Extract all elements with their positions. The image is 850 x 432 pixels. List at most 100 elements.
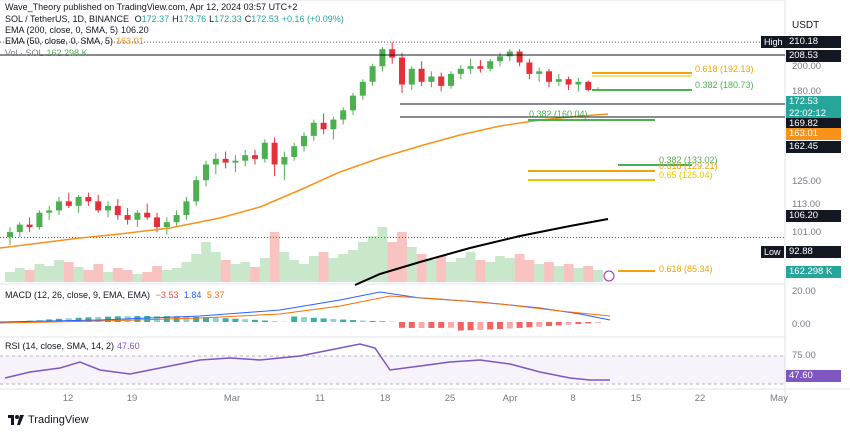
macd-legend[interactable]: MACD (12, 26, close, 9, EMA, EMA) −3.53 … bbox=[5, 290, 224, 300]
candle-body bbox=[555, 79, 562, 82]
macd-histogram-bar bbox=[144, 316, 151, 322]
candle-body bbox=[438, 76, 445, 86]
ema50-value: 163.01 bbox=[116, 36, 144, 46]
fib-label: 0.382 (180.73) bbox=[695, 80, 754, 90]
volume-bar bbox=[573, 268, 584, 282]
macd-histogram-bar bbox=[252, 319, 258, 322]
macd-signal-value: 5.37 bbox=[206, 290, 225, 300]
ohlc-value: 172.53 bbox=[251, 14, 279, 24]
volume-bar bbox=[377, 227, 388, 282]
volume-bar bbox=[210, 252, 221, 282]
macd-histogram-bar bbox=[359, 320, 366, 322]
macd-histogram-bar bbox=[467, 322, 474, 331]
price-tag-high[interactable]: 210.18 bbox=[786, 36, 841, 48]
candle-body bbox=[163, 222, 170, 228]
price-tag-support-2[interactable]: 162.45 bbox=[786, 141, 841, 153]
candle-body bbox=[7, 232, 13, 238]
volume-bar bbox=[34, 264, 45, 282]
macd-histogram-bar bbox=[595, 322, 601, 323]
x-tick: 19 bbox=[126, 393, 138, 404]
ohlc-key: H bbox=[172, 14, 179, 24]
ohlc-readout: O172.37 H173.76 L172.33 C172.53 +0.16 (+0.09… bbox=[132, 14, 344, 24]
axis-75: 75.00 bbox=[792, 350, 816, 361]
ema200-legend[interactable]: EMA (200, close, 0, SMA, 5) 106.20 bbox=[5, 25, 149, 35]
price-tag-volume[interactable]: 162.298 K bbox=[786, 266, 841, 278]
macd-histogram-bar bbox=[487, 322, 494, 330]
axis-101: 101.00 bbox=[792, 227, 822, 238]
x-tick: 25 bbox=[444, 393, 456, 404]
price-tag-support-1[interactable]: 169.82 bbox=[786, 118, 841, 130]
candle-body bbox=[183, 201, 190, 216]
candle-body bbox=[536, 71, 543, 74]
candle-body bbox=[242, 155, 249, 161]
volume-bar bbox=[593, 270, 603, 282]
candle-body bbox=[134, 212, 141, 220]
macd-histogram-bar bbox=[555, 322, 562, 326]
volume-bar bbox=[426, 260, 437, 282]
candle-body bbox=[487, 61, 494, 69]
macd-histogram-bar bbox=[477, 322, 484, 330]
x-tick: 12 bbox=[62, 393, 74, 404]
candle-body bbox=[575, 81, 582, 85]
volume-bar bbox=[240, 262, 251, 282]
price-tag-ema200[interactable]: 106.20 bbox=[786, 210, 841, 222]
candle-body bbox=[428, 76, 435, 82]
candle-body bbox=[281, 157, 288, 165]
macd-signal-line bbox=[0, 295, 611, 324]
macd-histogram-bar bbox=[320, 318, 327, 322]
macd-histogram-bar bbox=[183, 316, 190, 322]
macd-histogram-bar bbox=[418, 322, 425, 328]
macd-histogram-bar bbox=[350, 320, 356, 322]
macd-histogram-bar bbox=[526, 322, 533, 328]
candle-body bbox=[124, 215, 131, 220]
x-tick: 18 bbox=[379, 393, 391, 404]
price-tag-ema50[interactable]: 163.01 bbox=[786, 128, 841, 140]
candle-body bbox=[222, 158, 229, 163]
rsi-legend[interactable]: RSI (14, close, SMA, 14, 2) 47.60 bbox=[5, 341, 140, 351]
volume-bar bbox=[583, 266, 594, 282]
ema50-legend[interactable]: EMA (50, close, 0, SMA, 5) 163.01 bbox=[5, 36, 144, 46]
price-tag-last-price[interactable]: 172.53 bbox=[786, 96, 841, 108]
volume-bar bbox=[397, 232, 407, 282]
macd-histogram-bar bbox=[330, 319, 337, 322]
macd-histogram-bar bbox=[448, 322, 454, 328]
tradingview-logo[interactable]: TradingView bbox=[8, 414, 89, 426]
volume-bar bbox=[544, 262, 554, 282]
x-tick: 22 bbox=[694, 393, 706, 404]
volume-bar bbox=[14, 268, 25, 282]
macd-histogram-bar bbox=[212, 317, 219, 322]
x-tick: Apr bbox=[502, 393, 518, 404]
price-tag-fib-top[interactable]: 208.53 bbox=[786, 50, 841, 62]
macd-histogram-bar bbox=[222, 318, 229, 322]
fib-label: 0.618 (129.21) bbox=[659, 161, 718, 171]
candle-body bbox=[114, 205, 121, 216]
candle-body bbox=[340, 110, 347, 120]
price-tag-countdown[interactable]: 22:02:12 bbox=[786, 108, 841, 120]
ema50-line bbox=[0, 113, 609, 249]
price-tag-rsi[interactable]: 47.60 bbox=[786, 370, 841, 382]
price-tag-low[interactable]: 92.88 bbox=[786, 246, 841, 258]
macd-histogram-bar bbox=[75, 317, 82, 322]
macd-histogram-bar bbox=[203, 317, 209, 322]
symbol-name[interactable]: SOL / TetherUS, 1D, BINANCE bbox=[5, 14, 130, 24]
macd-histogram-bar bbox=[399, 322, 405, 328]
ema50-label: EMA (50, close, 0, SMA, 5) bbox=[5, 36, 114, 46]
candle-body bbox=[516, 51, 523, 63]
currency-label[interactable]: USDT bbox=[792, 20, 820, 31]
volume-legend[interactable]: Vol · SOL 162.298 K bbox=[5, 48, 88, 58]
macd-histogram-bar bbox=[193, 316, 200, 322]
volume-bar bbox=[455, 258, 466, 282]
macd-histogram-bar bbox=[575, 322, 582, 325]
macd-histogram-bar bbox=[585, 322, 592, 324]
volume-bar bbox=[112, 268, 123, 282]
candle-body bbox=[585, 81, 592, 91]
candle-body bbox=[232, 160, 239, 163]
volume-bar bbox=[299, 264, 309, 282]
ema200-value: 106.20 bbox=[121, 25, 149, 35]
candle-body bbox=[36, 212, 43, 228]
candle-body bbox=[26, 224, 33, 228]
volume-bar bbox=[230, 264, 241, 282]
candle-body bbox=[350, 95, 356, 111]
candle-body bbox=[457, 68, 464, 74]
